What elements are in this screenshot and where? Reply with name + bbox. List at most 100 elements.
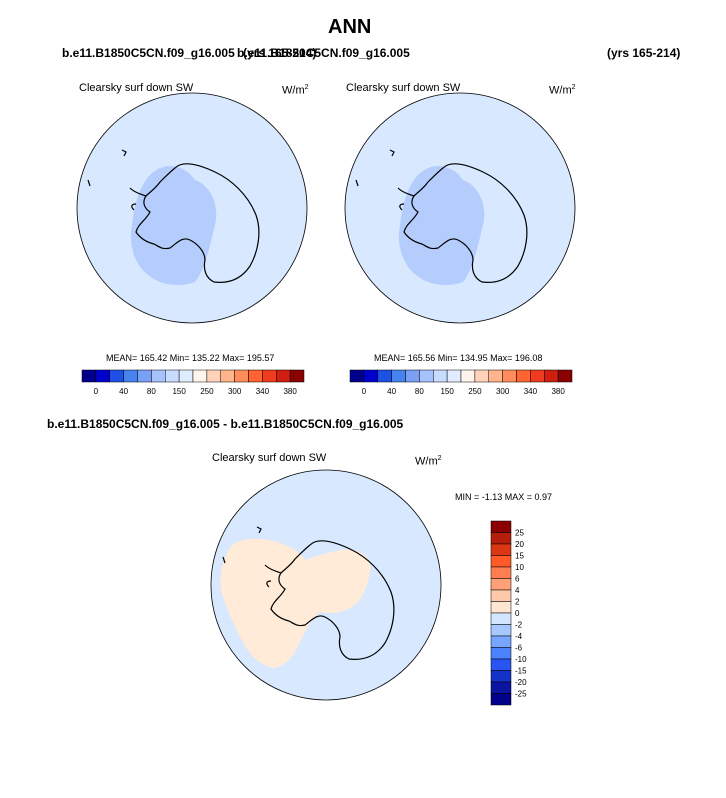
left-colorbar-tick-label: 250 (200, 387, 214, 396)
diff-colorbar-swatch (490, 681, 512, 694)
right-colorbar-tick-label: 80 (415, 387, 424, 396)
diff-map-ocean (210, 469, 442, 701)
diff-colorbar-swatch (490, 693, 512, 706)
diff-peninsula (264, 564, 282, 588)
diff-colorbar-swatch (490, 658, 512, 671)
right-years: (yrs 165-214) (607, 46, 681, 60)
left-colorbar-tick-label: 300 (228, 387, 242, 396)
left-map-high-field (130, 165, 217, 286)
diff-colorbar-tick-label: 6 (515, 575, 520, 584)
left-colorbar-swatch (289, 369, 305, 383)
diff-colorbar-tick-label: -20 (515, 678, 527, 687)
diff-colorbar-tick-label: 4 (515, 586, 520, 595)
right-south-america-tip (355, 149, 395, 187)
left-colorbar-swatch (206, 369, 221, 383)
right-peninsula (397, 187, 415, 211)
diff-colorbar-tick-label: 10 (515, 563, 524, 572)
right-colorbar-swatch (363, 369, 378, 383)
left-colorbar-swatch (248, 369, 263, 383)
left-colorbar-tick-label: 380 (283, 387, 297, 396)
diff-colorbar-tick-label: -2 (515, 621, 523, 630)
right-colorbar-tick-label: 250 (468, 387, 482, 396)
diff-colorbar-swatch (490, 578, 512, 591)
left-units: W/m2 (282, 84, 309, 97)
right-colorbar-swatch (502, 369, 517, 383)
left-colorbar-swatch (109, 369, 124, 383)
right-colorbar-swatch (460, 369, 476, 383)
diff-colorbar-swatch (490, 670, 512, 683)
right-colorbar-swatch (530, 369, 545, 383)
left-colorbar-swatch (234, 369, 249, 383)
left-variable-label: Clearsky surf down SW (79, 82, 194, 94)
right-map-high-field (398, 165, 485, 286)
right-colorbar-swatch (544, 369, 559, 383)
diff-colorbar-tick-label: -15 (515, 667, 527, 676)
right-colorbar-tick-label: 150 (440, 387, 454, 396)
right-case-name: b.e11.B1850C5CN.f09_g16.005 (237, 46, 410, 60)
left-colorbar-swatch (123, 369, 138, 383)
right-colorbar-swatch (557, 369, 573, 383)
left-south-america-tip (87, 149, 127, 187)
diff-colorbar-swatch (490, 543, 512, 556)
diff-colorbar-tick-label: 0 (515, 609, 520, 618)
diff-colorbar-swatch (490, 612, 512, 625)
diff-colorbar-swatch (490, 635, 512, 648)
left-colorbar-swatch (95, 369, 110, 383)
diff-colorbar-tick-label: 2 (515, 598, 520, 607)
diff-antarctica-coast (270, 540, 395, 660)
diff-colorbar-tick-label: -10 (515, 655, 527, 664)
right-variable-label: Clearsky surf down SW (346, 82, 461, 94)
diff-variable-label: Clearsky surf down SW (212, 452, 327, 464)
right-colorbar-swatch (474, 369, 489, 383)
right-colorbar-swatch (488, 369, 503, 383)
right-colorbar-swatch (446, 369, 462, 383)
right-colorbar-swatch (391, 369, 406, 383)
diff-colorbar-tick-label: -6 (515, 644, 523, 653)
diff-south-america-tip (222, 526, 262, 564)
left-colorbar-swatch (165, 369, 180, 383)
left-colorbar-tick-label: 80 (147, 387, 156, 396)
right-map-ocean (344, 92, 576, 324)
diff-colorbar-tick-label: 20 (515, 540, 524, 549)
diff-colorbar-tick-label: 25 (515, 529, 524, 538)
diff-units: W/m2 (415, 455, 442, 468)
diff-colorbar-swatch (490, 555, 512, 568)
diff-case-name: b.e11.B1850C5CN.f09_g16.005 - b.e11.B185… (47, 417, 404, 431)
left-colorbar-swatch (81, 369, 97, 383)
left-map-group (76, 92, 308, 324)
right-map-group (344, 92, 576, 324)
right-colorbar-swatch (516, 369, 531, 383)
left-colorbar-tick-label: 340 (256, 387, 270, 396)
left-stats: MEAN= 165.42 Min= 135.22 Max= 195.57 (106, 353, 275, 363)
left-case-name: b.e11.B1850C5CN.f09_g16.005 (62, 46, 235, 60)
right-colorbar: 0 40 80 150 250 300 340 380 (349, 369, 573, 396)
left-antarctica-coast (135, 163, 260, 283)
right-colorbar-tick-label: 0 (362, 387, 367, 396)
right-antarctica-coast (403, 163, 528, 283)
diff-colorbar-swatch (490, 520, 512, 533)
left-colorbar-swatch (262, 369, 277, 383)
diff-colorbar-swatch (490, 624, 512, 637)
left-years: (yrs 165-214) (243, 46, 317, 60)
left-colorbar-swatch (192, 369, 208, 383)
diff-colorbar-tick-label: 15 (515, 552, 524, 561)
right-colorbar-tick-label: 340 (524, 387, 538, 396)
right-colorbar-swatch (349, 369, 365, 383)
left-colorbar-tick-label: 150 (172, 387, 186, 396)
right-colorbar-swatch (419, 369, 434, 383)
diff-colorbar-tick-label: -25 (515, 690, 527, 699)
left-peninsula (129, 187, 147, 211)
left-colorbar-swatch (151, 369, 166, 383)
left-colorbar-swatch (220, 369, 235, 383)
diff-colorbar-swatch (490, 601, 512, 614)
right-colorbar-tick-label: 300 (496, 387, 510, 396)
diff-map-positive-field (220, 538, 371, 668)
right-colorbar-tick-label: 380 (551, 387, 565, 396)
diff-colorbar-swatch (490, 566, 512, 579)
left-colorbar-tick-label: 0 (94, 387, 99, 396)
left-colorbar-tick-label: 40 (119, 387, 128, 396)
left-map-ocean (76, 92, 308, 324)
figure-title: ANN (328, 16, 372, 38)
